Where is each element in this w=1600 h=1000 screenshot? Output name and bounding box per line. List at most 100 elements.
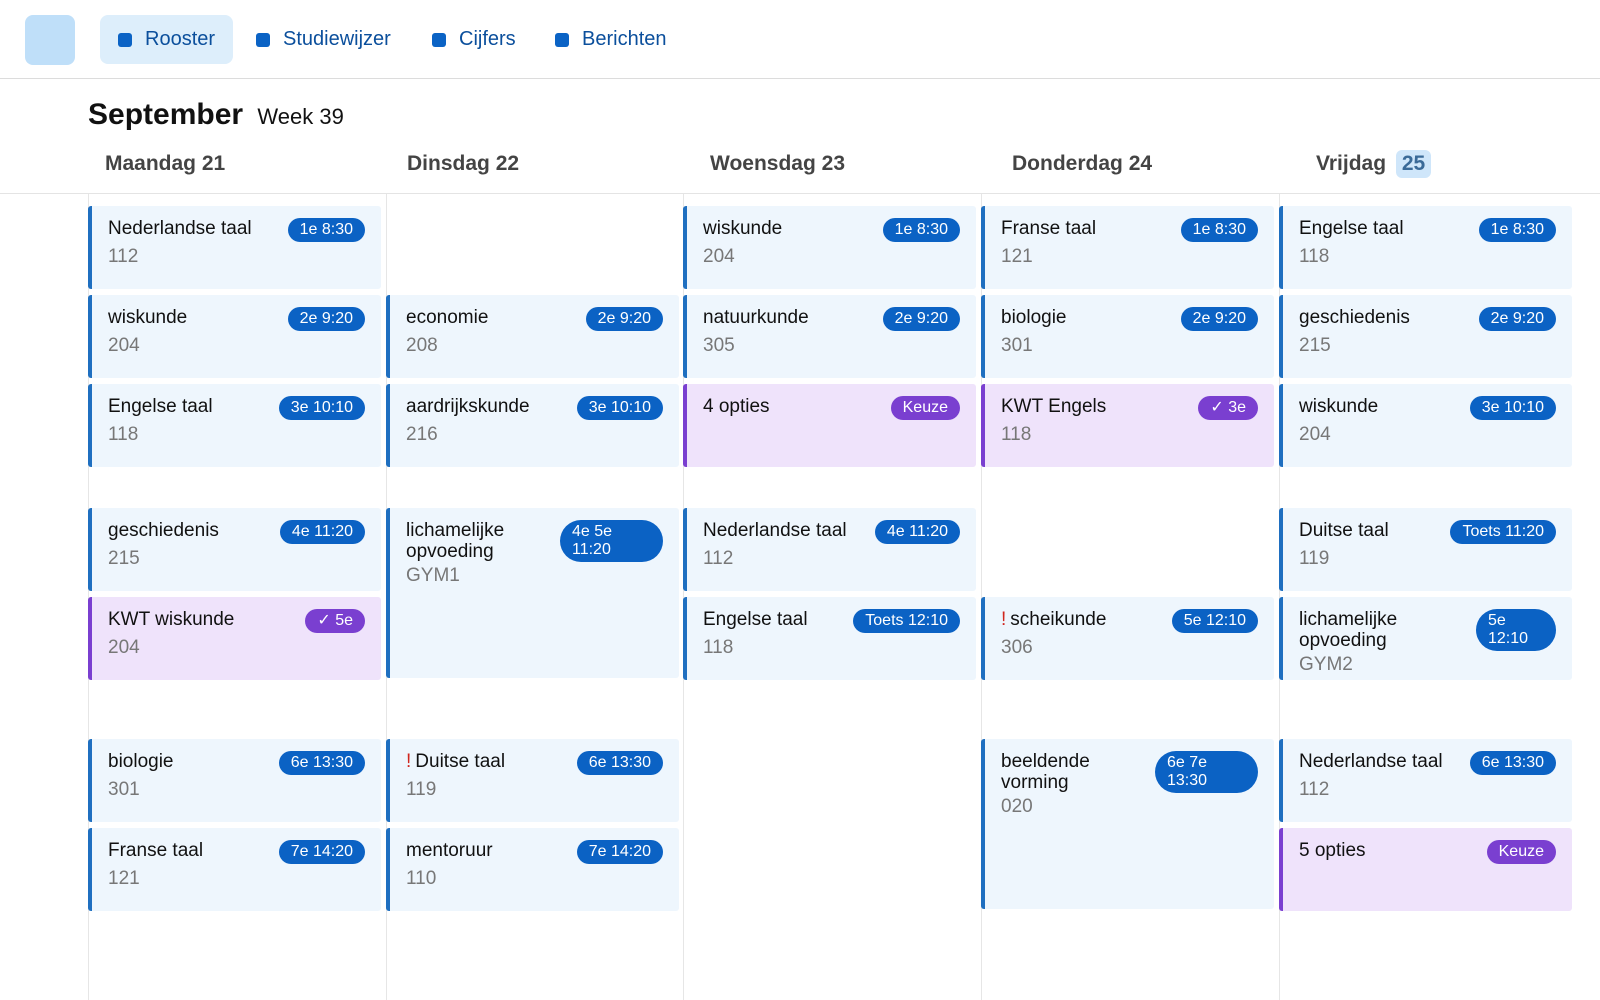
day-name: Dinsdag [407, 152, 490, 175]
lesson-subject: biologie [1001, 307, 1067, 328]
lesson-time-badge: 4e 11:20 [279, 520, 365, 544]
lesson-card[interactable]: ! Duitse taal 119 6e 13:30 [386, 739, 679, 822]
lesson-time-badge: 3e 10:10 [576, 396, 663, 420]
lesson-room: 301 [108, 779, 140, 800]
lesson-subject: economie [406, 307, 489, 328]
day-header-wednesday: Woensdag 23 [710, 152, 845, 176]
lesson-subject: aardrijkskunde [406, 396, 530, 417]
calendar-icon [118, 32, 132, 47]
lesson-time-badge: 7e 14:20 [278, 840, 365, 864]
day-name: Maandag [105, 152, 197, 175]
lesson-time-badge: 3e 10:10 [278, 396, 365, 420]
lesson-card-double[interactable]: lichamelijke opvoeding GYM1 4e 5e 11:20 [386, 508, 679, 678]
lesson-card[interactable]: biologie 301 2e 9:20 [981, 295, 1274, 378]
lesson-card[interactable]: Franse taal 121 7e 14:20 [88, 828, 381, 911]
lesson-card[interactable]: aardrijkskunde 216 3e 10:10 [386, 384, 679, 467]
lesson-room: 204 [703, 246, 735, 267]
lesson-room: 204 [1299, 424, 1331, 445]
lesson-card[interactable]: Engelse taal 118 3e 10:10 [88, 384, 381, 467]
app-logo[interactable] [25, 15, 75, 65]
lesson-subject: geschiedenis [108, 520, 219, 541]
tab-rooster-label: Rooster [145, 28, 216, 50]
lesson-card[interactable]: wiskunde 204 1e 8:30 [683, 206, 976, 289]
lesson-card-kwt[interactable]: KWT wiskunde 204 ✓ 5e [88, 597, 381, 680]
lesson-room: 119 [1299, 548, 1330, 569]
alert-icon: ! [1001, 609, 1007, 630]
book-icon [256, 32, 270, 47]
lesson-room: 119 [406, 779, 437, 800]
lesson-subject: wiskunde [108, 307, 188, 328]
day-header-monday: Maandag 21 [105, 152, 225, 176]
today-date-badge: 25 [1395, 150, 1432, 178]
top-navigation: Rooster Studiewijzer Cijfers Berichten [0, 0, 1600, 79]
test-badge: Toets 12:10 [853, 609, 960, 633]
lesson-subject: Engelse taal [1299, 218, 1404, 239]
lesson-room: 305 [703, 335, 735, 356]
lesson-card[interactable]: biologie 301 6e 13:30 [88, 739, 381, 822]
lesson-time-badge: 2e 9:20 [882, 307, 960, 331]
lesson-room: 118 [1001, 424, 1032, 445]
day-date: 21 [201, 152, 226, 175]
lesson-subject: Engelse taal [108, 396, 213, 417]
lesson-room: 118 [703, 637, 734, 658]
lesson-subject: geschiedenis [1299, 307, 1410, 328]
message-icon [555, 32, 569, 47]
lesson-time-badge: 2e 9:20 [585, 307, 663, 331]
lesson-card[interactable]: geschiedenis 215 4e 11:20 [88, 508, 381, 591]
lesson-subject-text: Duitse taal [415, 751, 506, 772]
lesson-card[interactable]: Franse taal 121 1e 8:30 [981, 206, 1274, 289]
lesson-time-badge: 1e 8:30 [1180, 218, 1258, 242]
lesson-time-badge: 2e 9:20 [1180, 307, 1258, 331]
lesson-subject: Franse taal [108, 840, 204, 861]
lesson-card[interactable]: Nederlandse taal 112 4e 11:20 [683, 508, 976, 591]
lesson-subject: wiskunde [703, 218, 783, 239]
choice-badge: Keuze [890, 396, 960, 420]
day-name: Woensdag [710, 152, 816, 175]
day-date: 23 [821, 152, 845, 175]
lesson-room: 110 [406, 868, 437, 889]
lesson-subject: KWT Engels [1001, 396, 1107, 417]
lesson-card-test[interactable]: Duitse taal 119 Toets 11:20 [1279, 508, 1572, 591]
lesson-card-test[interactable]: Engelse taal 118 Toets 12:10 [683, 597, 976, 680]
lesson-time-badge: 4e 11:20 [874, 520, 960, 544]
header-divider [0, 193, 1600, 194]
choice-options: 4 opties [703, 396, 770, 417]
lesson-card[interactable]: Nederlandse taal 112 6e 13:30 [1279, 739, 1572, 822]
lesson-subject: biologie [108, 751, 174, 772]
lesson-subject: wiskunde [1299, 396, 1379, 417]
choice-card[interactable]: 4 opties Keuze [683, 384, 976, 467]
lesson-card[interactable]: natuurkunde 305 2e 9:20 [683, 295, 976, 378]
lesson-card[interactable]: wiskunde 204 2e 9:20 [88, 295, 381, 378]
lesson-room: 118 [1299, 246, 1330, 267]
choice-options: 5 opties [1299, 840, 1366, 861]
tab-rooster[interactable]: Rooster [100, 15, 234, 64]
lesson-subject: ! Duitse taal [406, 751, 576, 772]
lesson-card-double[interactable]: beeldende vorming 020 6e 7e 13:30 [981, 739, 1274, 909]
lesson-card[interactable]: lichamelijke opvoeding GYM2 5e 12:10 [1279, 597, 1572, 680]
lesson-card[interactable]: wiskunde 204 3e 10:10 [1279, 384, 1572, 467]
month-label: September [88, 98, 244, 131]
lesson-time-badge: 5e 12:10 [1476, 609, 1556, 651]
lesson-time-badge: 5e 12:10 [1171, 609, 1258, 633]
grades-icon [432, 32, 446, 47]
lesson-subject: Nederlandse taal [1299, 751, 1443, 772]
lesson-card-kwt[interactable]: KWT Engels 118 ✓ 3e [981, 384, 1274, 467]
lesson-room: 112 [108, 246, 139, 267]
lesson-card[interactable]: Engelse taal 118 1e 8:30 [1279, 206, 1572, 289]
lesson-room: 204 [108, 335, 140, 356]
lesson-card[interactable]: ! scheikunde 306 5e 12:10 [981, 597, 1274, 680]
lesson-time-badge: 2e 9:20 [1478, 307, 1556, 331]
tab-cijfers[interactable]: Cijfers [414, 15, 534, 64]
tab-berichten[interactable]: Berichten [537, 15, 685, 64]
choice-card[interactable]: 5 opties Keuze [1279, 828, 1572, 911]
day-date: 24 [1128, 152, 1153, 175]
lesson-time-badge: 1e 8:30 [287, 218, 365, 242]
lesson-card[interactable]: mentoruur 110 7e 14:20 [386, 828, 679, 911]
lesson-card[interactable]: economie 208 2e 9:20 [386, 295, 679, 378]
lesson-time-badge: 7e 14:20 [576, 840, 663, 864]
lesson-room: 216 [406, 424, 438, 445]
lesson-time-badge: 4e 5e 11:20 [560, 520, 663, 562]
tab-studiewijzer[interactable]: Studiewijzer [238, 15, 409, 64]
lesson-card[interactable]: geschiedenis 215 2e 9:20 [1279, 295, 1572, 378]
lesson-card[interactable]: Nederlandse taal 112 1e 8:30 [88, 206, 381, 289]
